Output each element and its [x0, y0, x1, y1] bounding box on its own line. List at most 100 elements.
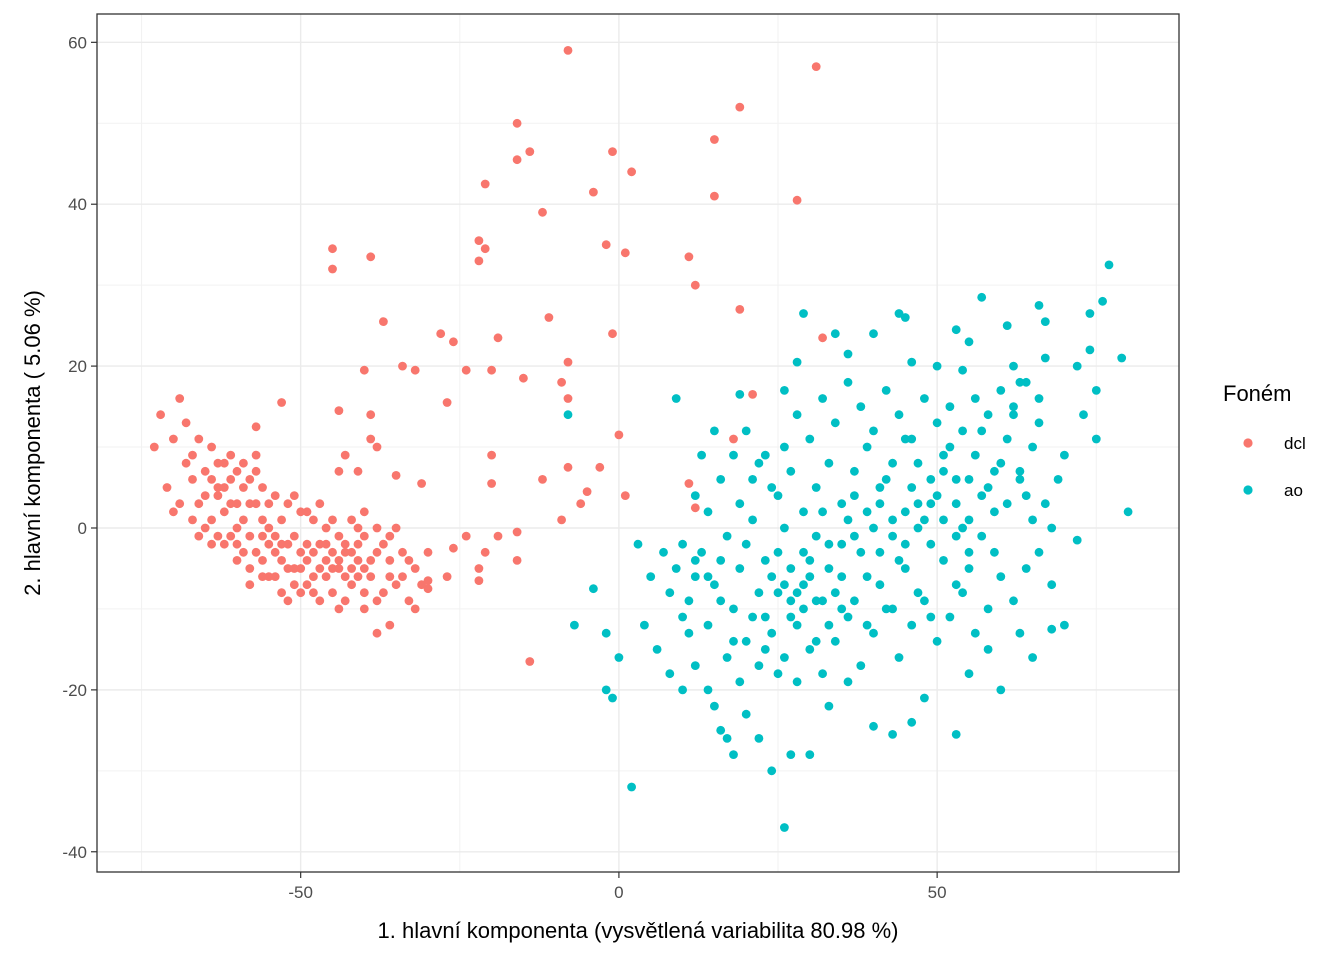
- point-dcl: [582, 487, 592, 496]
- point-ao: [601, 685, 611, 695]
- point-dcl: [557, 377, 566, 387]
- point-dcl: [334, 604, 344, 614]
- point-ao: [977, 292, 987, 302]
- point-ao: [563, 410, 573, 420]
- point-dcl: [493, 531, 503, 541]
- point-dcl: [410, 365, 420, 375]
- point-ao: [716, 596, 726, 606]
- point-dcl: [264, 572, 274, 581]
- point-ao: [786, 466, 796, 476]
- point-ao: [964, 337, 974, 347]
- point-dcl: [601, 240, 611, 250]
- point-ao: [710, 426, 719, 436]
- point-dcl: [347, 547, 356, 557]
- series-dcl: [149, 46, 827, 666]
- point-dcl: [315, 564, 325, 573]
- point-dcl: [461, 365, 471, 375]
- point-ao: [659, 547, 668, 557]
- point-dcl: [226, 499, 236, 509]
- point-ao: [1123, 507, 1133, 517]
- point-dcl: [245, 564, 255, 573]
- point-dcl: [207, 515, 217, 525]
- point-ao: [646, 572, 656, 581]
- point-ao: [748, 515, 757, 525]
- point-ao: [671, 394, 681, 403]
- point-ao: [850, 491, 859, 500]
- point-dcl: [690, 503, 700, 513]
- point-ao: [869, 426, 878, 436]
- point-ao: [881, 604, 891, 614]
- legend-key-dcl: [1243, 438, 1253, 448]
- point-ao: [939, 466, 948, 476]
- point-ao: [1021, 491, 1031, 500]
- point-ao: [888, 730, 897, 739]
- point-ao: [716, 475, 726, 484]
- point-ao: [945, 402, 955, 411]
- point-dcl: [353, 539, 363, 549]
- point-dcl: [258, 515, 267, 525]
- point-ao: [926, 475, 936, 484]
- point-dcl: [309, 515, 318, 525]
- point-dcl: [188, 450, 197, 460]
- point-dcl: [487, 365, 496, 375]
- point-dcl: [200, 466, 210, 476]
- point-dcl: [302, 556, 312, 565]
- point-ao: [894, 410, 904, 420]
- point-ao: [970, 394, 980, 403]
- point-ao: [735, 677, 745, 687]
- point-ao: [1060, 620, 1069, 630]
- point-ao: [780, 580, 789, 590]
- point-ao: [920, 693, 929, 703]
- point-dcl: [512, 118, 522, 128]
- point-ao: [869, 329, 878, 339]
- point-ao: [958, 588, 967, 598]
- point-dcl: [423, 576, 433, 585]
- point-ao: [799, 507, 808, 517]
- point-dcl: [608, 329, 617, 339]
- point-ao: [900, 313, 910, 322]
- point-dcl: [264, 539, 274, 549]
- point-ao: [767, 766, 777, 776]
- point-ao: [996, 572, 1006, 581]
- point-ao: [843, 349, 853, 359]
- point-ao: [932, 361, 942, 371]
- point-dcl: [149, 442, 159, 452]
- point-dcl: [162, 483, 172, 492]
- point-dcl: [283, 596, 293, 606]
- point-ao: [837, 499, 847, 509]
- point-dcl: [207, 539, 217, 549]
- point-ao: [799, 604, 808, 614]
- point-ao: [856, 547, 866, 557]
- point-ao: [888, 531, 897, 541]
- legend-key-ao: [1243, 485, 1253, 495]
- point-dcl: [251, 547, 261, 557]
- point-ao: [729, 750, 738, 759]
- point-ao: [697, 450, 706, 460]
- point-ao: [862, 620, 872, 630]
- point-dcl: [328, 515, 337, 525]
- point-dcl: [340, 547, 350, 557]
- point-ao: [735, 564, 745, 573]
- point-dcl: [258, 556, 267, 565]
- point-dcl: [398, 547, 407, 557]
- point-ao: [716, 725, 726, 735]
- point-ao: [811, 483, 821, 492]
- point-dcl: [169, 434, 178, 444]
- point-dcl: [353, 556, 363, 565]
- point-ao: [792, 620, 802, 630]
- point-dcl: [512, 155, 522, 165]
- point-ao: [1040, 353, 1050, 363]
- point-dcl: [410, 604, 420, 614]
- point-ao: [1091, 434, 1101, 444]
- point-ao: [913, 499, 923, 509]
- point-ao: [920, 596, 929, 606]
- point-dcl: [735, 102, 745, 112]
- point-dcl: [219, 483, 229, 492]
- point-dcl: [372, 596, 382, 606]
- point-ao: [862, 442, 872, 452]
- point-ao: [907, 434, 917, 444]
- point-dcl: [328, 564, 337, 573]
- y-tick-label: -20: [62, 681, 87, 700]
- y-tick-label: 20: [68, 357, 87, 376]
